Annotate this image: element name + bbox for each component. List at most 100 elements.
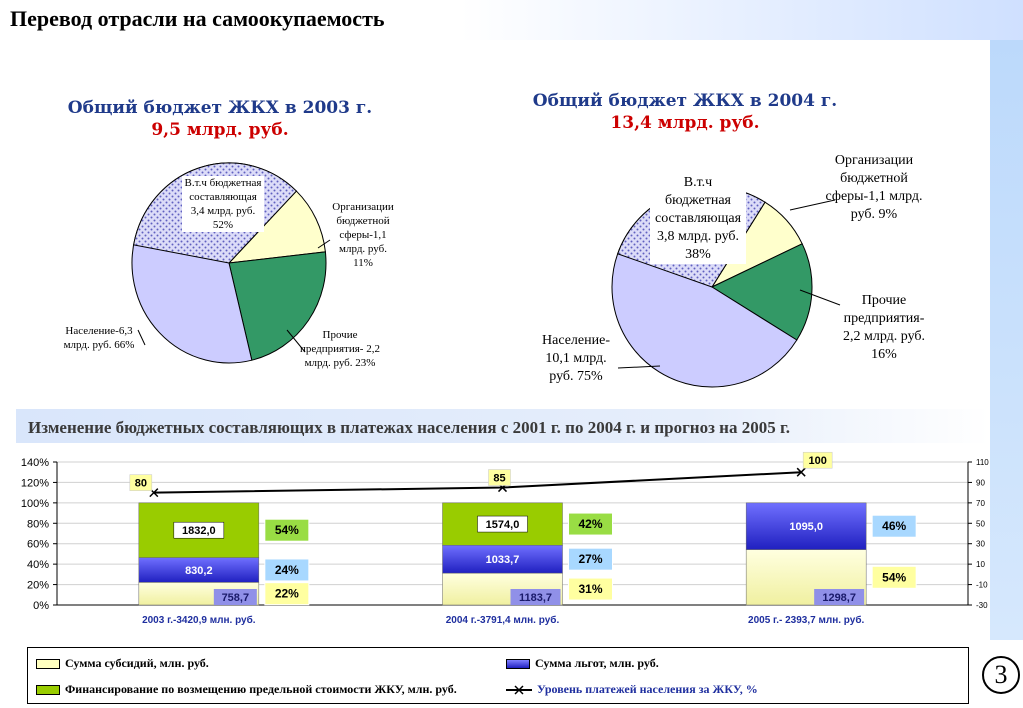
value-label-subsidy: 1183,7 — [519, 592, 552, 604]
pie-2004-label-population: Население- 10,1 млрд. руб. 75% — [542, 333, 610, 384]
value-label-box — [814, 589, 865, 605]
y-right-tick-label: 30 — [976, 540, 985, 549]
category-label: 2003 г.-3420,9 млн. руб. — [142, 614, 256, 626]
y-left-tick-label: 40% — [27, 559, 49, 571]
pie-2004-label-other: Прочие предприятия- 2,2 млрд. руб. 16% — [842, 293, 926, 362]
chart-legend: Сумма субсидий, млн. руб. Сумма льгот, м… — [27, 647, 969, 704]
bar-segment-benefits — [138, 557, 260, 583]
y-left-tick-label: 0% — [33, 600, 49, 612]
percent-label-box — [871, 514, 917, 538]
header-band — [0, 0, 1023, 40]
y-left-tick-label: 20% — [27, 580, 49, 592]
pie-2003-label-orgs: Организации бюджетной сферы-1,1 млрд. ру… — [332, 201, 394, 269]
page-number: 3 — [982, 656, 1020, 694]
payment-level-label: 80 — [135, 478, 147, 490]
pie-2003-label-population: Население-6,3 млрд. руб. 66% — [63, 325, 135, 351]
percent-label-box — [568, 512, 613, 536]
section-title: Изменение бюджетных составляющих в плате… — [28, 418, 791, 437]
percent-label-box — [871, 565, 917, 589]
pie-2004-title: Общий бюджет ЖКХ в 2004 г. — [532, 91, 838, 111]
payment-level-label: 100 — [808, 455, 826, 467]
bar-segment-benefits — [745, 502, 867, 550]
value-label-benefits: 1095,0 — [789, 521, 823, 533]
pie-2003-inset-label: В.т.ч бюджетная составляющая 3,4 млрд. р… — [182, 176, 264, 232]
leader-line — [799, 289, 841, 306]
leader-line — [137, 329, 146, 346]
y-right-tick-label: -30 — [976, 601, 988, 610]
stacked-bar-chart: 0% 20% 40% 60% 80% 100% 120% 140% -30 -10 10 30 50 70… — [21, 451, 989, 626]
percent-label-subsidy: 54% — [882, 570, 906, 584]
leader-line — [286, 329, 306, 353]
y-left-tick-label: 120% — [21, 477, 49, 489]
side-accent-bar — [990, 40, 1023, 640]
legend-label-payment-level: Уровень платежей населения за ЖКУ, % — [537, 682, 758, 696]
percent-label-benefits: 27% — [578, 552, 602, 566]
pie-2004-inset-label: В.т.ч бюджетная составляющая 3,8 млрд. р… — [650, 174, 746, 264]
pie-2003-label-other: Прочие предприятия- 2,2 млрд. руб. 23% — [300, 329, 380, 369]
value-label-box — [173, 521, 225, 539]
value-label-box — [213, 589, 257, 605]
value-label-subsidy: 1298,7 — [822, 592, 856, 604]
bar-segment-benefits — [442, 545, 563, 574]
pie-2003-subtitle: 9,5 млрд. руб. — [151, 120, 289, 140]
percent-label-financing: 54% — [275, 523, 299, 537]
legend-label-financing: Финансирование по возмещению предельной … — [65, 682, 457, 696]
percent-label-financing: 42% — [578, 517, 602, 531]
leader-line — [317, 239, 331, 249]
y-left-tick-label: 140% — [21, 457, 49, 469]
legend-label-subsidy: Сумма субсидий, млн. руб. — [65, 656, 209, 670]
legend-line-marker-icon — [506, 684, 532, 695]
y-left-tick-label: 80% — [27, 518, 49, 530]
pie-2004-title-block: Общий бюджет ЖКХ в 2004 г. 13,4 млрд. ру… — [515, 90, 855, 134]
pie-2003-slice-0 — [227, 190, 326, 264]
pie-2003-slice-1 — [228, 251, 327, 361]
legend-item-benefits: Сумма льгот, млн. руб. — [506, 656, 659, 671]
page-title: Перевод отрасли на самоокупаемость — [10, 6, 385, 31]
leader-line — [789, 199, 836, 211]
percent-label-box — [264, 582, 310, 606]
legend-item-payment-level: Уровень платежей населения за ЖКУ, % — [506, 682, 758, 697]
percent-label-box — [264, 558, 310, 582]
value-label-box — [477, 515, 528, 533]
value-label-financing: 1832,0 — [182, 525, 216, 537]
y-right-tick-label: 10 — [976, 560, 985, 569]
legend-swatch-financing — [36, 684, 60, 695]
percent-label-benefits: 46% — [882, 519, 906, 533]
y-right-tick-label: 90 — [976, 478, 985, 487]
y-right-tick-label: 70 — [976, 499, 985, 508]
y-left-tick-label: 100% — [21, 498, 49, 510]
pie-2004-subtitle: 13,4 млрд. руб. — [610, 113, 760, 133]
category-label: 2004 г.-3791,4 млн. руб. — [446, 614, 560, 626]
pie-2003-title-block: Общий бюджет ЖКХ в 2003 г. 9,5 млрд. руб… — [50, 97, 390, 141]
y-left-tick-label: 60% — [27, 539, 49, 551]
payment-level-marker — [796, 467, 806, 477]
percent-label-benefits: 24% — [275, 563, 299, 577]
y-right-tick-label: 50 — [976, 519, 985, 528]
percent-label-subsidy: 22% — [275, 587, 299, 601]
value-label-box — [510, 589, 561, 605]
payment-level-label-box — [129, 474, 153, 491]
legend-swatch-subsidy — [36, 658, 60, 669]
value-label-financing: 1574,0 — [486, 519, 520, 531]
payment-level-label-box — [802, 451, 833, 469]
pie-2003-title: Общий бюджет ЖКХ в 2003 г. — [67, 98, 373, 118]
percent-label-subsidy: 31% — [578, 582, 602, 596]
y-right-tick-label: 110 — [976, 458, 989, 467]
leader-line — [617, 365, 661, 369]
legend-swatch-benefits — [506, 658, 530, 669]
pie-2004-label-orgs: Организации бюджетной сферы-1,1 млрд. ру… — [825, 153, 923, 222]
legend-item-financing: Финансирование по возмещению предельной … — [36, 682, 457, 697]
value-label-benefits: 1033,7 — [486, 554, 520, 566]
category-label: 2005 г.- 2393,7 млн. руб. — [748, 614, 865, 626]
legend-label-benefits: Сумма льгот, млн. руб. — [535, 656, 659, 670]
payment-level-label-box — [488, 469, 511, 486]
payment-level-label: 85 — [493, 473, 505, 485]
legend-item-subsidy: Сумма субсидий, млн. руб. — [36, 656, 209, 671]
value-label-subsidy: 758,7 — [222, 592, 250, 604]
percent-label-box — [568, 577, 613, 601]
section-band — [16, 409, 990, 443]
value-label-benefits: 830,2 — [185, 565, 213, 577]
percent-label-box — [264, 518, 310, 542]
y-right-tick-label: -10 — [976, 581, 988, 590]
percent-label-box — [568, 547, 613, 571]
